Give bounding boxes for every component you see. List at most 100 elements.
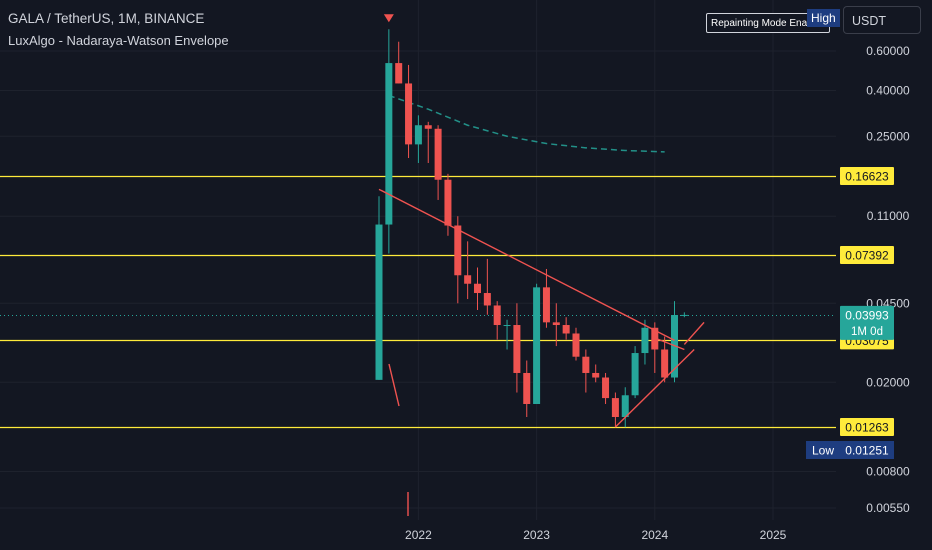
- y-tick-label: 0.02000: [866, 375, 910, 389]
- candle: [424, 121, 432, 163]
- level-price-label-bg: [840, 167, 894, 186]
- candles: [375, 29, 688, 428]
- candle-body: [680, 314, 688, 316]
- horizontal-levels: [0, 175, 836, 429]
- candle-body: [631, 353, 639, 396]
- candle: [454, 216, 462, 304]
- level-price-label-bg: [840, 418, 894, 437]
- candle-body: [414, 125, 422, 145]
- signal-markers: [383, 14, 394, 23]
- candle: [375, 196, 383, 380]
- candle: [562, 317, 570, 340]
- last-price-label: 0.03993: [845, 308, 889, 322]
- candle-body: [661, 349, 669, 378]
- candle-body: [523, 372, 531, 404]
- price-axis: 0.600000.400000.250000.110000.045000.020…: [866, 44, 910, 515]
- time-axis: 2022 2023 2024 2025: [405, 528, 787, 542]
- annotation-stroke: [388, 363, 400, 407]
- candle: [434, 125, 442, 200]
- candle-body: [483, 293, 491, 306]
- candle: [542, 268, 550, 328]
- candle: [405, 64, 413, 159]
- candle: [503, 319, 511, 350]
- x-tick-label: 2023: [523, 528, 550, 542]
- candle-body: [405, 83, 413, 145]
- candle-body: [464, 275, 472, 284]
- candle-body: [375, 224, 383, 380]
- indicator-tooltip: Repainting Mode Ena: [706, 13, 830, 33]
- candle-body: [493, 305, 501, 326]
- candle-body: [641, 327, 649, 354]
- level-price-label-bg: [840, 245, 894, 264]
- high-badge: High: [807, 9, 840, 27]
- candle: [444, 173, 452, 236]
- candle-body: [513, 325, 521, 373]
- candle: [395, 41, 403, 84]
- candle-body: [562, 325, 570, 334]
- candle: [523, 360, 531, 418]
- y-tick-label: 0.60000: [866, 44, 910, 58]
- symbol-title[interactable]: GALA / TetherUS, 1M, BINANCE: [8, 11, 205, 26]
- y-tick-label: 0.25000: [866, 129, 910, 143]
- candle-body: [503, 325, 511, 327]
- candle: [631, 346, 639, 399]
- low-value-bg: [840, 441, 894, 459]
- trendline: [378, 188, 675, 341]
- candle: [414, 115, 422, 163]
- y-tick-label: 0.00800: [866, 465, 910, 479]
- candle: [671, 301, 678, 383]
- candle: [592, 364, 600, 383]
- x-tick-label: 2022: [405, 528, 432, 542]
- candle: [621, 387, 629, 428]
- low-tag-bg: [806, 441, 840, 459]
- candle: [385, 29, 393, 254]
- x-tick-label: 2024: [641, 528, 668, 542]
- candle: [493, 301, 501, 340]
- candle-body: [592, 372, 600, 378]
- candle-body: [552, 322, 560, 326]
- y-tick-label: 0.40000: [866, 83, 910, 97]
- candle: [611, 392, 619, 428]
- candle-body: [572, 333, 580, 357]
- chart-grid: [0, 0, 836, 520]
- down-triangle-icon: [383, 14, 394, 23]
- nadaraya-watson-envelope: [388, 94, 665, 153]
- candle-body: [424, 125, 432, 129]
- candle: [641, 319, 649, 365]
- candle-body: [395, 63, 403, 84]
- candle-body: [385, 63, 393, 225]
- candle-body: [474, 283, 481, 294]
- candle: [572, 327, 580, 361]
- candle: [513, 303, 521, 393]
- level-price-label: 0.16623: [845, 170, 889, 184]
- candle: [661, 336, 669, 383]
- indicator-name[interactable]: LuxAlgo - Nadaraya-Watson Envelope: [8, 33, 229, 48]
- candle: [483, 258, 491, 315]
- candle-body: [533, 287, 541, 404]
- candle: [582, 349, 590, 393]
- candle: [552, 303, 560, 347]
- candle-body: [611, 398, 619, 418]
- candle-body: [434, 128, 442, 180]
- candle: [464, 241, 472, 300]
- x-tick-label: 2025: [760, 528, 787, 542]
- candle-body: [454, 225, 462, 276]
- candle-body: [602, 377, 610, 399]
- trendline: [654, 337, 685, 351]
- candle-body: [542, 287, 550, 323]
- y-tick-label: 0.11000: [867, 209, 910, 223]
- currency-selector[interactable]: USDT: [843, 6, 921, 34]
- low-value-label: 0.01251: [845, 444, 889, 458]
- candle-body: [582, 356, 590, 373]
- y-tick-label: 0.00550: [866, 501, 910, 515]
- trendline: [614, 348, 695, 428]
- level-price-label: 0.07392: [845, 248, 889, 262]
- last-price-badge: [840, 305, 894, 340]
- low-tag: Low: [812, 444, 834, 458]
- countdown-label: 1M 0d: [851, 326, 883, 338]
- trendlines: [378, 188, 705, 516]
- candle: [680, 312, 688, 318]
- envelope-line: [388, 94, 665, 153]
